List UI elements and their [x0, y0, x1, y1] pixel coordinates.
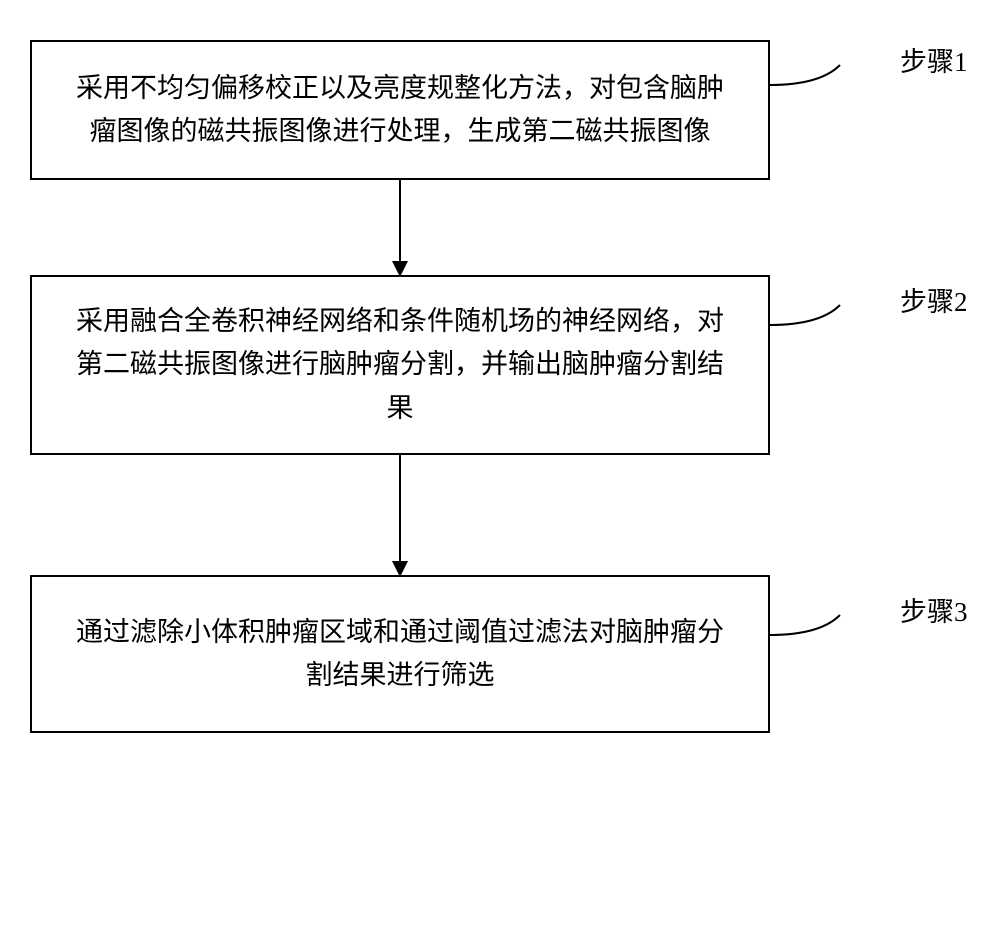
flowchart-container: 采用不均匀偏移校正以及亮度规整化方法，对包含脑肿瘤图像的磁共振图像进行处理，生成… — [30, 40, 970, 897]
step-1-text: 采用不均匀偏移校正以及亮度规整化方法，对包含脑肿瘤图像的磁共振图像进行处理，生成… — [72, 67, 728, 153]
step-1-box: 采用不均匀偏移校正以及亮度规整化方法，对包含脑肿瘤图像的磁共振图像进行处理，生成… — [30, 40, 770, 180]
step-3-text: 通过滤除小体积肿瘤区域和通过阈值过滤法对脑肿瘤分割结果进行筛选 — [72, 611, 728, 697]
connector-3-svg — [770, 600, 890, 660]
step-3-label: 步骤3 — [900, 590, 968, 629]
step-3-box: 通过滤除小体积肿瘤区域和通过阈值过滤法对脑肿瘤分割结果进行筛选 — [30, 575, 770, 733]
arrow-1-container — [30, 180, 770, 275]
step-1-label: 步骤1 — [900, 40, 968, 79]
connector-2-svg — [770, 290, 890, 350]
step-1-row: 采用不均匀偏移校正以及亮度规整化方法，对包含脑肿瘤图像的磁共振图像进行处理，生成… — [30, 40, 970, 180]
step-2-box: 采用融合全卷积神经网络和条件随机场的神经网络，对第二磁共振图像进行脑肿瘤分割，并… — [30, 275, 770, 455]
step-2-text: 采用融合全卷积神经网络和条件随机场的神经网络，对第二磁共振图像进行脑肿瘤分割，并… — [72, 300, 728, 430]
arrow-1 — [399, 180, 401, 275]
step-2-row: 采用融合全卷积神经网络和条件随机场的神经网络，对第二磁共振图像进行脑肿瘤分割，并… — [30, 275, 970, 455]
step-3-row: 通过滤除小体积肿瘤区域和通过阈值过滤法对脑肿瘤分割结果进行筛选 步骤3 — [30, 575, 970, 733]
arrow-2-container — [30, 455, 770, 575]
arrow-2 — [399, 455, 401, 575]
connector-1-svg — [770, 50, 890, 110]
step-2-label: 步骤2 — [900, 280, 968, 319]
